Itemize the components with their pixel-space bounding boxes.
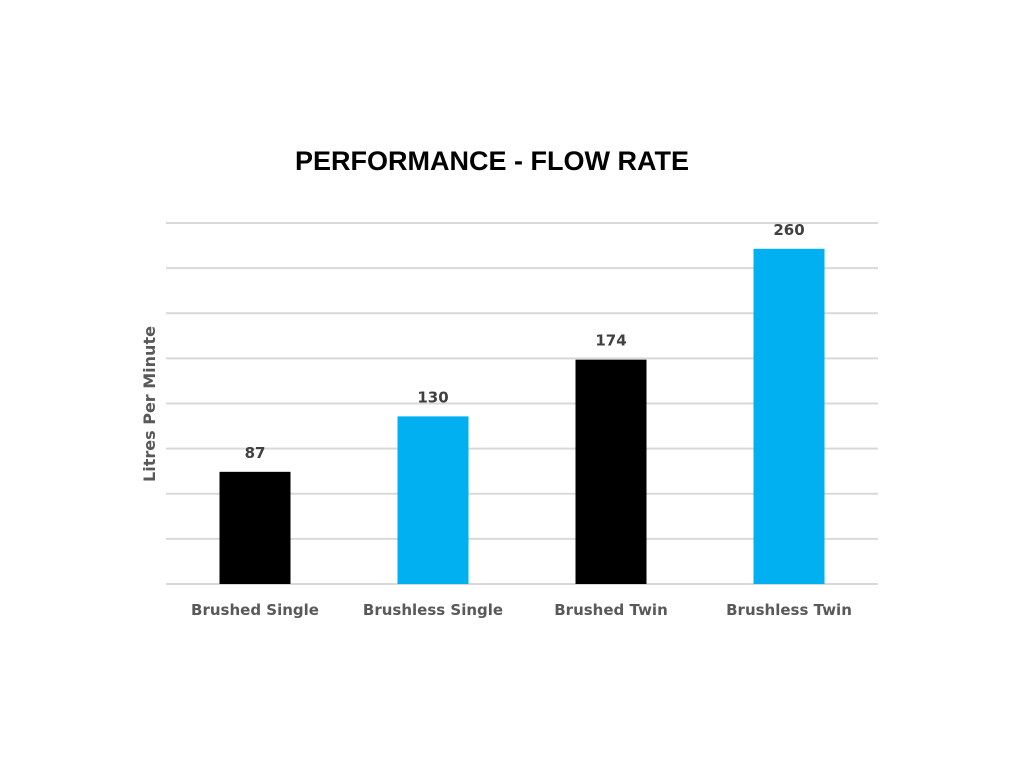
data-labels: 87 130 174 260 <box>245 221 805 462</box>
bar <box>575 359 647 584</box>
chart-title: PERFORMANCE - FLOW RATE <box>295 146 689 176</box>
bar <box>397 416 469 584</box>
data-label: 130 <box>417 388 448 406</box>
bar <box>219 471 291 584</box>
data-label: 260 <box>773 221 804 239</box>
y-axis-label: Litres Per Minute <box>140 326 159 482</box>
x-tick-label: Brushed Twin <box>554 601 668 619</box>
x-tick-label: Brushed Single <box>191 601 319 619</box>
x-tick-label: Brushless Twin <box>726 601 852 619</box>
data-label: 87 <box>245 444 266 462</box>
x-tick-label: Brushless Single <box>363 601 503 619</box>
data-label: 174 <box>595 332 626 350</box>
bar <box>753 248 825 585</box>
bars <box>219 248 825 585</box>
x-tick-labels: Brushed Single Brushless Single Brushed Tw… <box>191 601 852 619</box>
